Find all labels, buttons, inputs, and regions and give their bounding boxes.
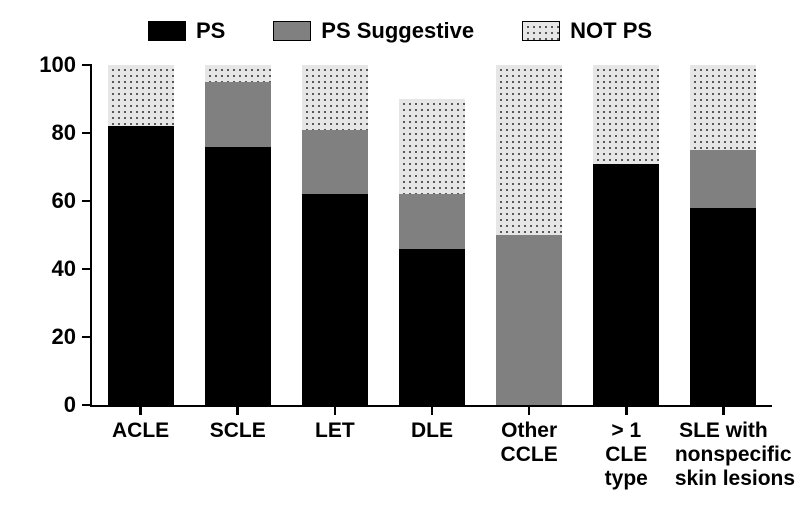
- x-tick: [625, 405, 628, 415]
- legend-item-ps: PS: [148, 18, 225, 44]
- plot-area: 020406080100ACLESCLELETDLEOther CCLE> 1 …: [90, 65, 772, 407]
- bar-segment-ps: [399, 249, 465, 405]
- y-tick: [82, 64, 92, 67]
- y-tick: [82, 404, 92, 407]
- bar-segment-not-ps: [302, 65, 368, 130]
- bar-segment-not-ps: [205, 65, 271, 82]
- x-axis-label: DLE: [383, 419, 480, 443]
- bar-segment-ps-sug: [496, 235, 562, 405]
- chart-container: PS PS Suggestive NOT PS 020406080100ACLE…: [0, 0, 800, 516]
- bar-segment-ps-sug: [205, 82, 271, 147]
- bar-segment-not-ps: [399, 99, 465, 194]
- bar-segment-ps-sug: [690, 150, 756, 208]
- bar-segment-ps: [302, 194, 368, 405]
- bar-segment-ps: [593, 164, 659, 405]
- x-tick: [139, 405, 142, 415]
- legend: PS PS Suggestive NOT PS: [0, 18, 800, 44]
- y-tick-label: 100: [32, 52, 76, 78]
- bar-segment-ps: [108, 126, 174, 405]
- bar-segment-not-ps: [593, 65, 659, 164]
- x-axis-label: > 1 CLE type: [578, 419, 675, 491]
- x-axis-label: SCLE: [189, 419, 286, 443]
- x-tick: [722, 405, 725, 415]
- bar-segment-not-ps: [108, 65, 174, 126]
- x-tick: [431, 405, 434, 415]
- x-tick: [236, 405, 239, 415]
- bar-segment-not-ps: [496, 65, 562, 235]
- x-tick: [528, 405, 531, 415]
- legend-label-ps-suggestive: PS Suggestive: [321, 18, 474, 44]
- legend-item-ps-suggestive: PS Suggestive: [273, 18, 474, 44]
- y-tick: [82, 336, 92, 339]
- x-axis-label: Other CCLE: [481, 419, 578, 467]
- legend-swatch-ps-suggestive: [273, 21, 311, 41]
- bar-segment-ps: [205, 147, 271, 405]
- y-tick-label: 80: [32, 120, 76, 146]
- y-tick-label: 60: [32, 188, 76, 214]
- y-tick: [82, 132, 92, 135]
- y-tick-label: 20: [32, 324, 76, 350]
- x-axis-label: ACLE: [92, 419, 189, 443]
- x-axis-label: LET: [286, 419, 383, 443]
- bar-segment-ps-sug: [302, 130, 368, 195]
- legend-swatch-not-ps: [522, 21, 560, 41]
- x-axis-label: SLE with nonspecific skin lesions: [675, 419, 772, 491]
- x-tick: [334, 405, 337, 415]
- bar-segment-ps-sug: [399, 194, 465, 248]
- bars-layer: [92, 65, 772, 405]
- y-tick: [82, 268, 92, 271]
- legend-swatch-ps: [148, 21, 186, 41]
- bar-segment-not-ps: [690, 65, 756, 150]
- y-tick: [82, 200, 92, 203]
- legend-label-ps: PS: [196, 18, 225, 44]
- y-tick-label: 0: [32, 392, 76, 418]
- y-tick-label: 40: [32, 256, 76, 282]
- bar-segment-ps: [690, 208, 756, 405]
- legend-label-not-ps: NOT PS: [570, 18, 652, 44]
- legend-item-not-ps: NOT PS: [522, 18, 652, 44]
